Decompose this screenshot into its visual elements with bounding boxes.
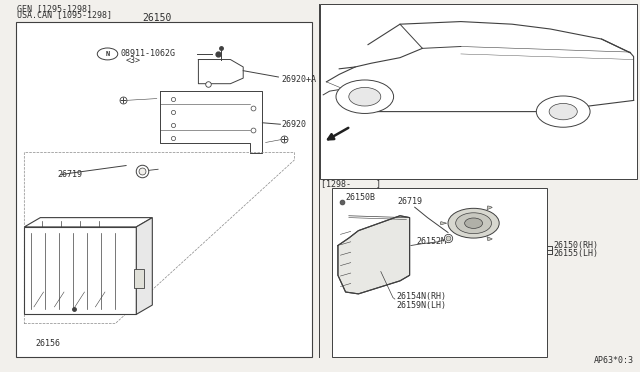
Text: 26719: 26719 (397, 198, 422, 206)
Bar (16, 22, 312, 357)
Text: 26150: 26150 (142, 13, 172, 23)
Polygon shape (24, 218, 152, 227)
Polygon shape (136, 218, 152, 314)
FancyBboxPatch shape (24, 227, 136, 314)
Text: 26920+A: 26920+A (282, 76, 317, 84)
Text: 26719: 26719 (58, 170, 83, 179)
Circle shape (549, 103, 577, 120)
Bar (134, 269, 144, 288)
Wedge shape (440, 222, 447, 225)
Circle shape (465, 218, 483, 228)
Wedge shape (487, 206, 492, 210)
Circle shape (336, 80, 394, 113)
Circle shape (456, 213, 492, 234)
Circle shape (536, 96, 590, 127)
Text: 26150B: 26150B (346, 193, 376, 202)
Text: 08911-1062G: 08911-1062G (120, 49, 175, 58)
Circle shape (97, 48, 118, 60)
Text: 26155(LH): 26155(LH) (554, 249, 598, 258)
Text: 26920: 26920 (282, 120, 307, 129)
Wedge shape (487, 237, 492, 240)
Text: GEN [1295-1298]: GEN [1295-1298] (17, 4, 92, 13)
Polygon shape (338, 216, 410, 294)
Circle shape (448, 208, 499, 238)
Text: 26159N(LH): 26159N(LH) (397, 301, 447, 310)
Text: 26154N(RH): 26154N(RH) (397, 292, 447, 301)
Bar (320, 4, 637, 179)
Text: 26152M: 26152M (416, 237, 446, 246)
Text: <3>: <3> (125, 56, 140, 65)
Bar (332, 188, 547, 357)
Text: 26156: 26156 (35, 339, 60, 348)
Text: USA.CAN [1095-1298]: USA.CAN [1095-1298] (17, 10, 112, 19)
Text: AP63*0:3: AP63*0:3 (594, 356, 634, 365)
Circle shape (349, 87, 381, 106)
Text: [1298-     ]: [1298- ] (321, 179, 381, 188)
Text: 26150(RH): 26150(RH) (554, 241, 598, 250)
Text: N: N (106, 51, 109, 57)
